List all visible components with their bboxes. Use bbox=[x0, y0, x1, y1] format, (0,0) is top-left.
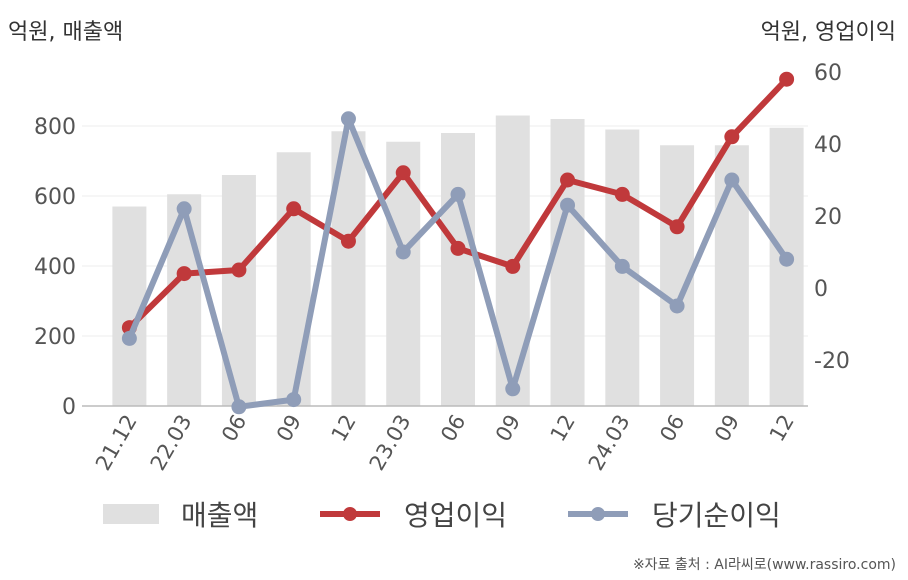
data-point bbox=[121, 330, 137, 346]
right-tick-label: 60 bbox=[814, 61, 842, 86]
data-point bbox=[231, 262, 247, 278]
data-point bbox=[340, 233, 356, 249]
left-tick-label: 600 bbox=[34, 185, 76, 210]
data-point bbox=[176, 266, 192, 282]
left-tick-label: 0 bbox=[62, 395, 76, 420]
x-tick-label: 06 bbox=[655, 411, 689, 446]
combo-chart: 0 200 400 600 800 -20 0 20 40 60 21.12 22.03 06 09 1… bbox=[34, 61, 850, 475]
data-point bbox=[560, 197, 576, 213]
left-tick-label: 800 bbox=[34, 115, 76, 140]
left-axis-unit: 억원, 매출액 bbox=[8, 20, 124, 45]
legend-swatch-bar bbox=[103, 504, 159, 524]
x-tick-label: 12 bbox=[327, 411, 361, 446]
legend-item-net-income: 당기순이익 bbox=[566, 492, 781, 536]
revenue-bar bbox=[276, 152, 311, 406]
data-point bbox=[231, 399, 247, 415]
left-tick-label: 400 bbox=[34, 255, 76, 280]
x-tick-label: 06 bbox=[436, 411, 470, 446]
data-point bbox=[340, 111, 356, 127]
left-axis-ticks: 0 200 400 600 800 bbox=[34, 115, 76, 420]
data-point bbox=[395, 165, 411, 181]
x-tick-label: 09 bbox=[491, 411, 525, 446]
data-point bbox=[450, 240, 466, 256]
data-point bbox=[176, 201, 192, 217]
profit-lines bbox=[121, 71, 795, 415]
revenue-bar bbox=[441, 133, 475, 406]
right-tick-label: 0 bbox=[814, 277, 828, 302]
source-note: ※자료 출처 : AI라씨로(www.rassiro.com) bbox=[632, 557, 896, 573]
data-point bbox=[724, 129, 740, 145]
x-tick-label: 12 bbox=[546, 411, 580, 446]
x-tick-label: 12 bbox=[765, 411, 799, 446]
x-tick-label: 22.03 bbox=[146, 411, 197, 475]
x-tick-label: 24.03 bbox=[584, 411, 635, 475]
right-tick-label: 20 bbox=[814, 205, 842, 230]
legend-swatch-line-gray bbox=[568, 507, 628, 521]
x-tick-label: 23.03 bbox=[365, 411, 416, 475]
data-point bbox=[505, 258, 521, 274]
revenue-bar bbox=[167, 194, 202, 406]
data-point bbox=[286, 201, 302, 217]
legend-label-net-income: 당기순이익 bbox=[652, 499, 781, 532]
data-point bbox=[669, 298, 685, 314]
data-point bbox=[724, 172, 740, 188]
revenue-bar bbox=[550, 119, 585, 406]
data-point bbox=[614, 186, 630, 202]
data-point bbox=[505, 381, 521, 397]
right-tick-label: -20 bbox=[814, 349, 850, 374]
right-axis-ticks: -20 0 20 40 60 bbox=[814, 61, 850, 374]
x-tick-label: 09 bbox=[272, 411, 306, 446]
data-point bbox=[450, 186, 466, 202]
line-series-operating-profit bbox=[121, 71, 795, 336]
data-point bbox=[286, 392, 302, 408]
data-point bbox=[779, 71, 795, 87]
legend-item-revenue: 매출액 bbox=[103, 492, 258, 536]
legend-label-operating-profit: 영업이익 bbox=[404, 499, 508, 532]
data-point bbox=[395, 244, 411, 260]
revenue-bar bbox=[386, 141, 421, 406]
legend: 매출액 영업이익 당기순이익 bbox=[0, 492, 908, 536]
data-point bbox=[669, 219, 685, 235]
right-tick-label: 40 bbox=[814, 133, 842, 158]
left-tick-label: 200 bbox=[34, 325, 76, 350]
data-point bbox=[560, 172, 576, 188]
line-series-net-income bbox=[121, 111, 795, 415]
legend-item-operating-profit: 영업이익 bbox=[318, 492, 507, 536]
revenue-bar bbox=[769, 127, 804, 406]
legend-label-revenue: 매출액 bbox=[181, 499, 259, 532]
revenue-bar bbox=[714, 145, 749, 406]
legend-swatch-line-red bbox=[320, 507, 380, 521]
x-tick-label: 21.12 bbox=[91, 411, 142, 475]
x-axis-ticks: 21.12 22.03 06 09 12 23.03 06 09 12 24.03 06 09 12 bbox=[91, 411, 799, 475]
data-point bbox=[779, 251, 795, 267]
right-axis-unit: 억원, 영업이익 bbox=[760, 20, 896, 45]
x-tick-label: 06 bbox=[217, 411, 251, 446]
x-tick-label: 09 bbox=[710, 411, 744, 446]
data-point bbox=[614, 258, 630, 274]
